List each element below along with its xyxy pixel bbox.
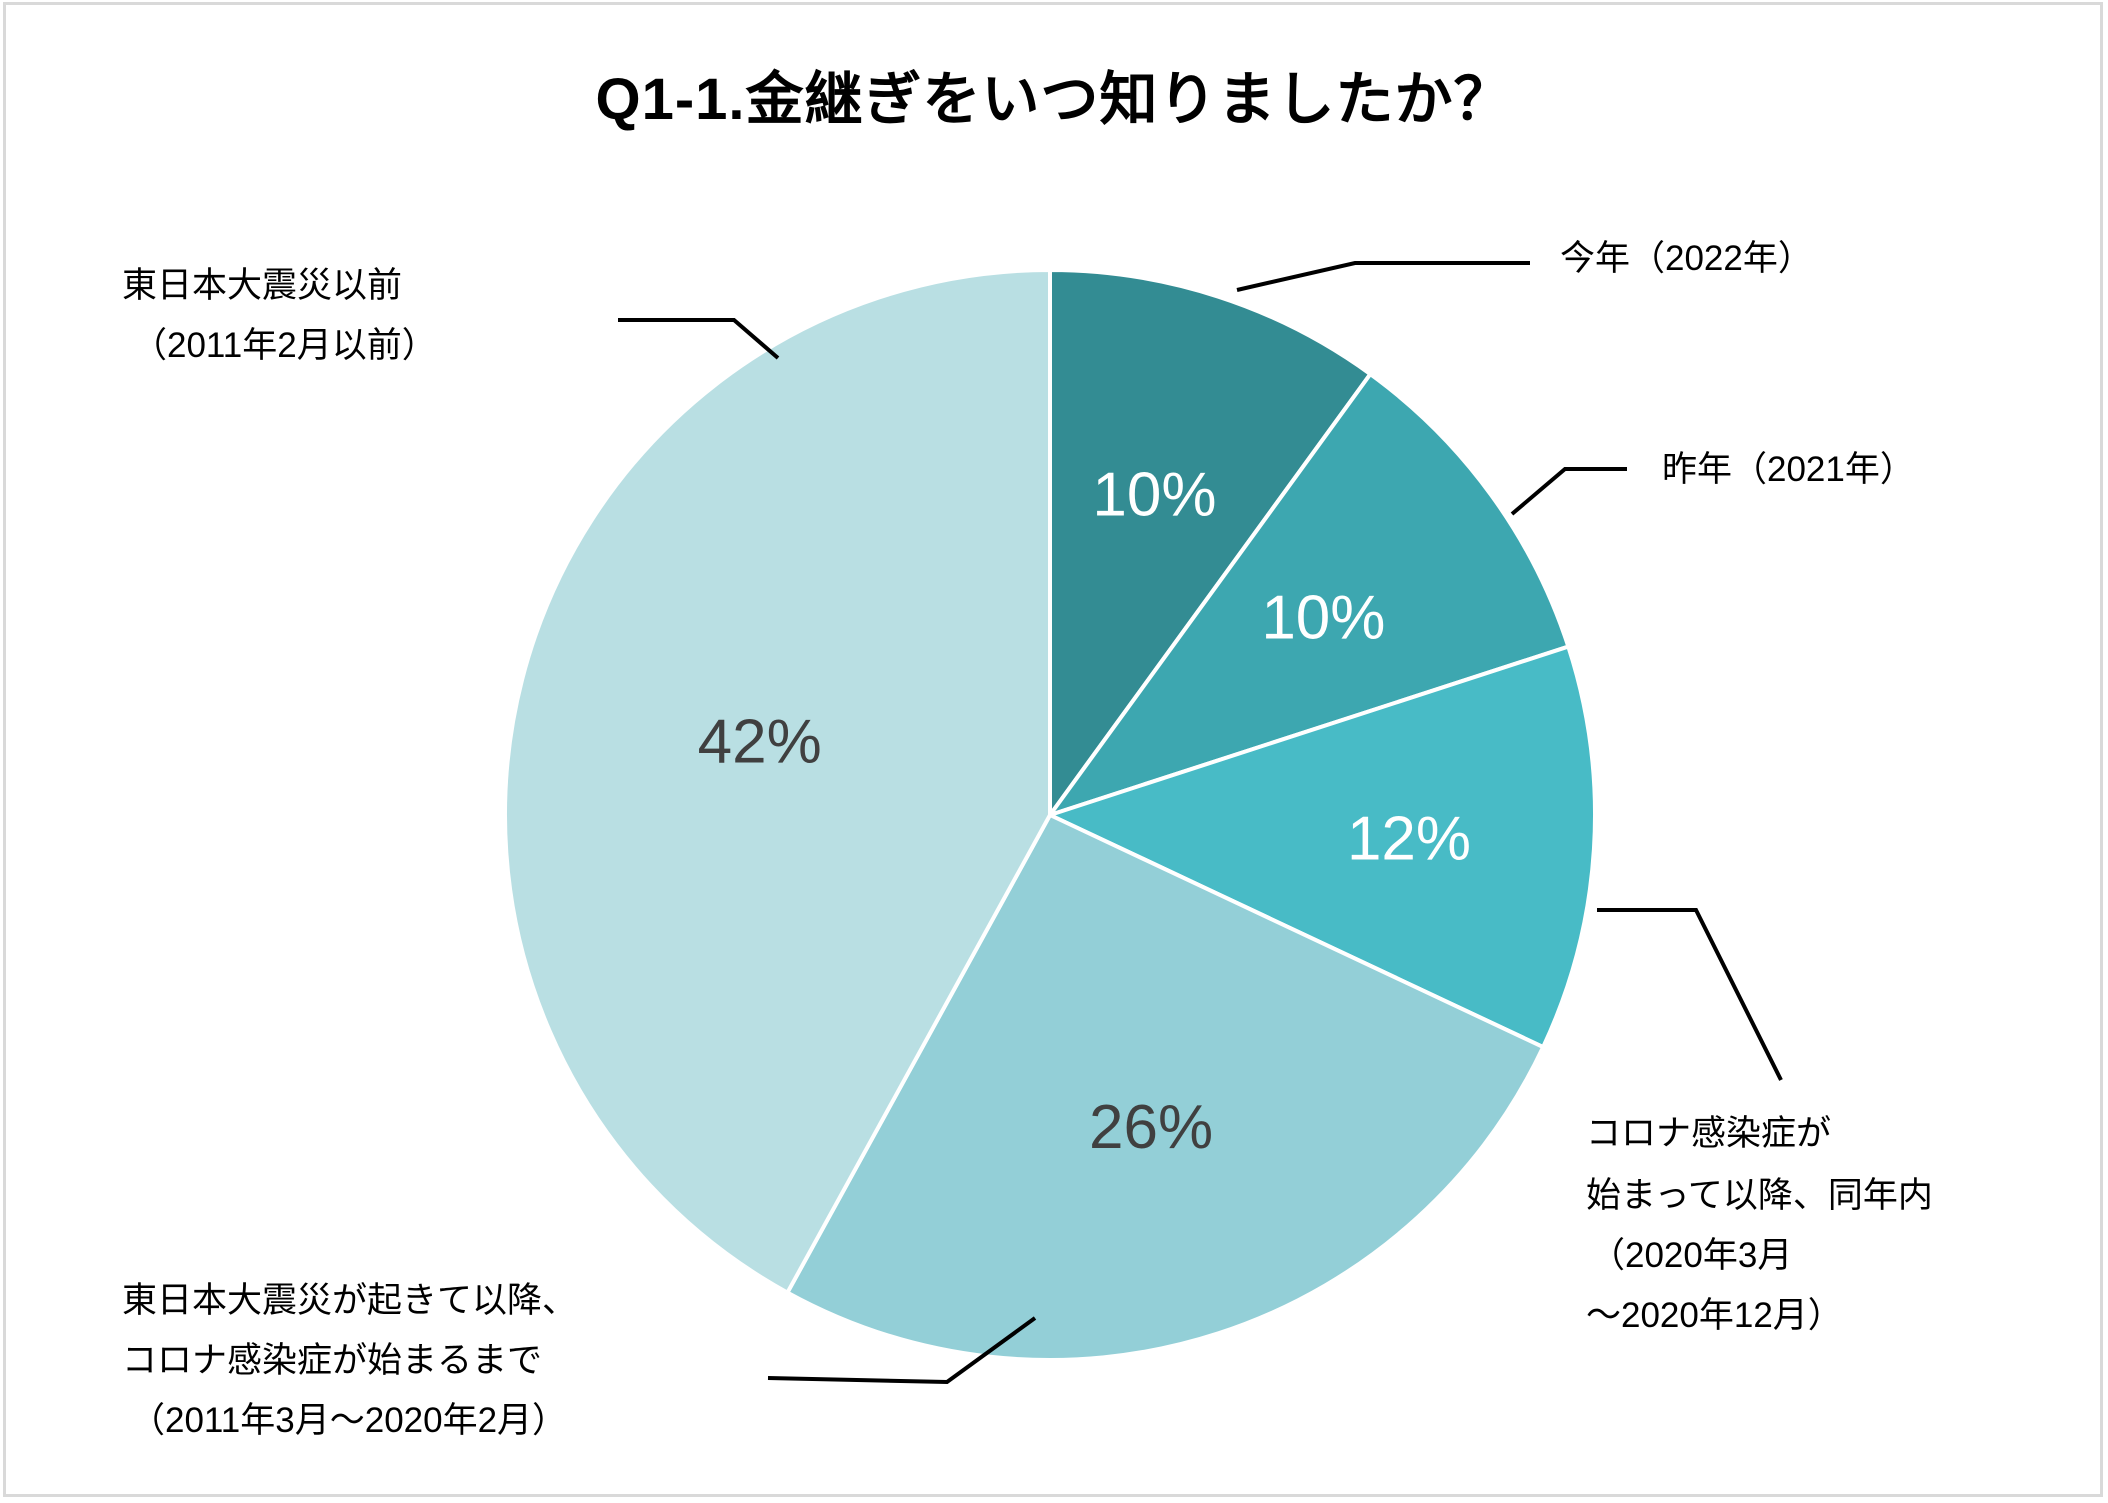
leader-line-last-year: [1510, 467, 1627, 516]
pie-slice-covid: [1044, 644, 1597, 1050]
label-covid-line4: ～2020年12月）: [1586, 1296, 1843, 1335]
pie-slices: [502, 267, 1597, 1362]
label-pre-quake-line2: （2011年2月以前）: [132, 326, 437, 365]
label-covid-line3: （2020年3月: [1590, 1236, 1793, 1275]
pct-label-this-year: 10%: [1092, 461, 1216, 530]
leader-line-post-quake: [767, 1316, 1037, 1385]
label-post-quake-line2: コロナ感染症が始まるまで: [122, 1341, 543, 1380]
pct-label-covid: 12%: [1347, 805, 1471, 874]
percentage-labels: 10% 10% 12% 26% 42%: [698, 461, 1471, 1162]
label-last-year: 昨年（2021年）: [1662, 450, 1915, 489]
pie-slice-last-year: [1044, 371, 1571, 819]
label-this-year: 今年（2022年）: [1560, 239, 1813, 278]
label-post-quake-line1: 東日本大震災が起きて以降、: [122, 1281, 578, 1320]
leader-lines: [618, 261, 1783, 1385]
pct-label-pre-quake: 42%: [698, 707, 822, 776]
chart-title: Q1-1.金継ぎをいつ知りましたか？: [595, 67, 1513, 132]
leader-line-this-year: [1236, 261, 1530, 292]
pie-slice-pre-quake: [502, 267, 1052, 1296]
pct-label-last-year: 10%: [1261, 583, 1385, 652]
label-pre-quake-line1: 東日本大震災以前: [122, 266, 403, 305]
leader-line-pre-quake: [618, 318, 780, 360]
leader-line-covid: [1597, 908, 1783, 1081]
label-covid-line2: 始まって以降、同年内: [1586, 1176, 1933, 1215]
label-post-quake-line3: （2011年3月～2020年2月）: [130, 1401, 568, 1440]
pct-label-post-quake: 26%: [1089, 1093, 1213, 1162]
pie-slice-this-year: [1048, 267, 1374, 822]
label-covid-line1: コロナ感染症が: [1586, 1114, 1832, 1153]
